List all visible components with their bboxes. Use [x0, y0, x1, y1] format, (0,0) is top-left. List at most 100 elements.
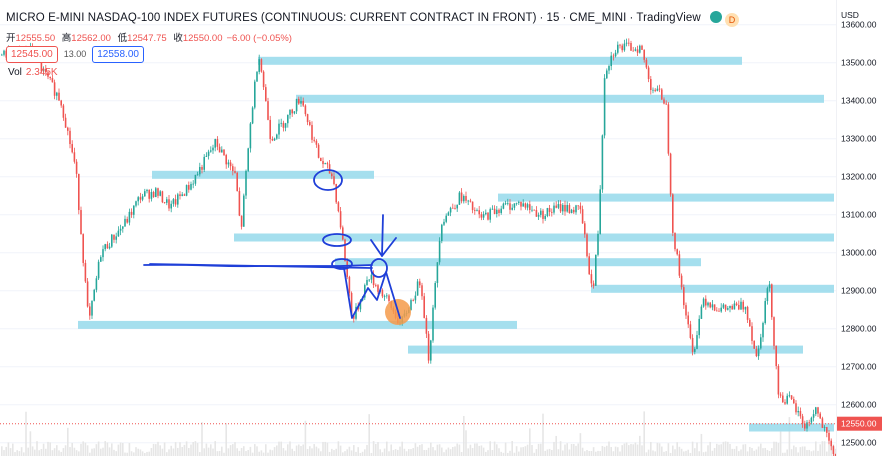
- candle-body: [630, 43, 632, 51]
- volume-bar: [586, 449, 588, 456]
- candle-body: [273, 138, 276, 141]
- volume-bar: [144, 452, 146, 456]
- candle-body: [628, 42, 630, 44]
- candle-body: [287, 114, 289, 124]
- volume-bar: [322, 441, 324, 456]
- volume-bar: [194, 441, 197, 456]
- candle-body: [172, 199, 175, 204]
- volume-label: Vol: [8, 67, 22, 78]
- volume-bar: [67, 427, 69, 456]
- level-band: [234, 233, 834, 242]
- candle-body: [95, 278, 98, 290]
- volume-bar: [163, 442, 166, 456]
- volume-bar: [720, 444, 722, 456]
- candle-body: [777, 366, 780, 395]
- volume-bar: [804, 446, 806, 456]
- volume-bar: [786, 449, 788, 456]
- volume-bar: [240, 447, 243, 456]
- volume-bar: [645, 452, 648, 456]
- candle-body: [650, 79, 652, 91]
- volume-bar: [643, 411, 645, 456]
- volume-bar: [711, 450, 714, 456]
- volume-bar: [150, 448, 153, 456]
- volume-bar: [577, 443, 579, 456]
- volume-bar: [441, 447, 443, 456]
- candle-body: [416, 281, 419, 296]
- volume-bar: [80, 443, 82, 456]
- candle-body: [78, 173, 80, 211]
- level-band: [408, 345, 803, 354]
- ohlc-readout: 开12555.50 高12562.00 低12547.75 收12550.00−…: [6, 30, 296, 44]
- volume-bar: [97, 441, 100, 456]
- candle-body: [355, 306, 357, 319]
- candle-body: [185, 185, 188, 196]
- candle-body: [306, 114, 309, 123]
- candle-body: [267, 101, 269, 120]
- volume-bar: [49, 442, 51, 456]
- candle-body: [599, 189, 601, 234]
- volume-bar: [702, 452, 705, 456]
- candle-body: [465, 195, 467, 201]
- candle-body: [58, 92, 60, 101]
- candle-body: [192, 183, 194, 185]
- buy-price-button[interactable]: 12558.00: [92, 46, 144, 63]
- volume-bar: [225, 423, 227, 456]
- candle-body: [621, 45, 623, 51]
- candle-body: [447, 212, 450, 216]
- volume-bar: [172, 448, 175, 456]
- volume-bar: [584, 451, 586, 456]
- volume-bar: [14, 452, 16, 456]
- volume-bar: [590, 450, 593, 456]
- candle-body: [227, 162, 230, 165]
- volume-bar: [421, 444, 423, 456]
- volume-bar: [729, 443, 731, 456]
- volume-bar: [372, 441, 375, 456]
- volume-bar: [331, 448, 333, 456]
- volume-bar: [447, 447, 450, 456]
- candle-body: [40, 62, 43, 72]
- volume-bar: [496, 444, 498, 456]
- candle-body: [801, 416, 804, 424]
- candle-body: [56, 92, 58, 96]
- axis-tick-label: 12500.00: [841, 438, 877, 448]
- data-status-badge[interactable]: D: [725, 13, 740, 27]
- candle-body: [159, 191, 161, 196]
- volume-bar: [487, 450, 489, 456]
- candle-body: [584, 223, 586, 235]
- candle-body: [89, 306, 91, 316]
- candle-body: [566, 205, 568, 212]
- symbol-name[interactable]: MICRO E-MINI NASDAQ-100 INDEX FUTURES (C…: [6, 12, 537, 24]
- candle-body: [751, 326, 753, 341]
- volume-bar: [432, 447, 434, 456]
- candle-body: [612, 55, 615, 57]
- volume-bar: [546, 449, 549, 456]
- volume-bar: [370, 452, 373, 456]
- candle-body: [713, 304, 716, 311]
- volume-bar: [768, 450, 771, 456]
- candle-body: [672, 194, 674, 233]
- candle-body: [546, 208, 549, 217]
- interval-label[interactable]: 15: [546, 12, 560, 24]
- candle-body: [707, 302, 709, 306]
- axis-tick-label: 12800.00: [841, 324, 877, 334]
- volume-bar: [753, 450, 755, 456]
- sell-price-button[interactable]: 12545.00: [6, 46, 58, 63]
- volume-bar: [782, 452, 784, 456]
- candle-body: [632, 50, 634, 52]
- volume-bar: [793, 445, 795, 456]
- market-status-icon[interactable]: [710, 11, 723, 23]
- volume-bar: [75, 450, 78, 456]
- volume-bar: [579, 433, 582, 456]
- candle-body: [614, 52, 617, 57]
- candle-body: [179, 194, 181, 196]
- volume-bar: [509, 450, 511, 456]
- volume-bar: [674, 449, 676, 456]
- volume-bar: [515, 446, 518, 456]
- volume-bar: [214, 441, 216, 456]
- volume-bar: [42, 443, 45, 456]
- price-axis[interactable]: USD 13600.00 13500.00 13400.00 13300.00 1320…: [836, 0, 882, 456]
- volume-bar: [364, 449, 366, 456]
- candle-body: [579, 205, 582, 210]
- volume-bar: [9, 448, 12, 456]
